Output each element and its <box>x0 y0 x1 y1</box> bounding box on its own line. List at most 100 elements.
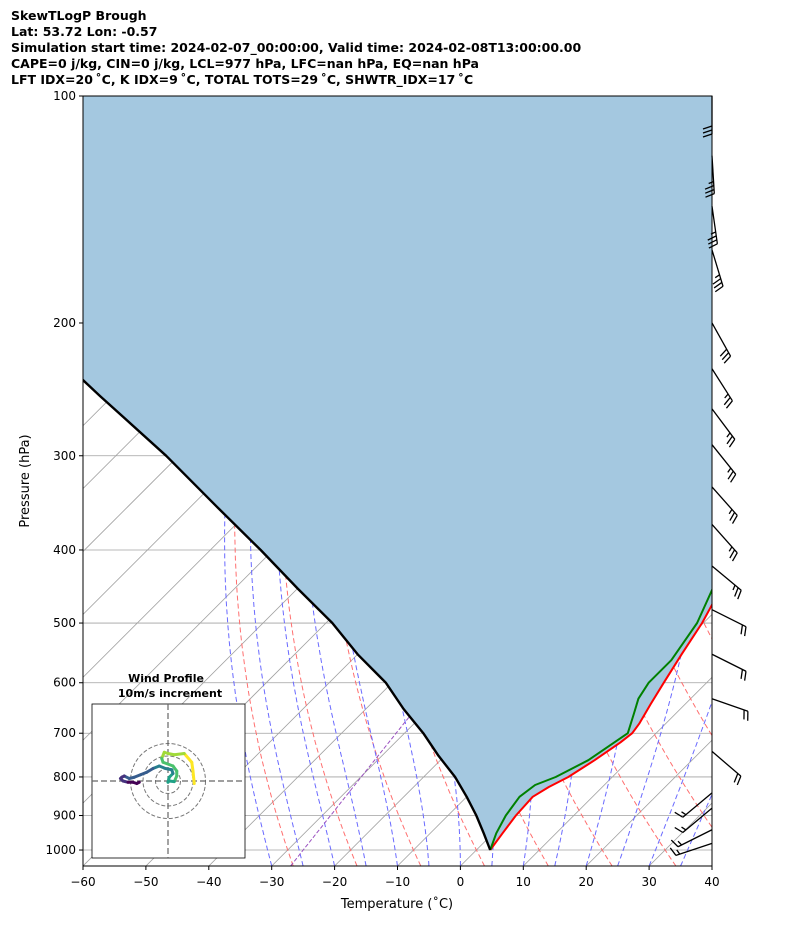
index-line: LFT IDX=20 ˚C, K IDX=9 ˚C, TOTAL TOTS=29… <box>11 72 474 87</box>
barb-feather <box>702 129 713 134</box>
location-line: Lat: 53.72 Lon: -0.57 <box>11 24 158 39</box>
x-tick-label: −30 <box>259 875 284 889</box>
barb-staff <box>682 792 713 818</box>
barb-feather <box>728 438 736 448</box>
moist-adiabat <box>648 700 712 866</box>
wind-barb <box>711 653 747 681</box>
wind-barb <box>711 698 749 721</box>
wind-barb <box>711 750 742 786</box>
barb-staff <box>675 842 713 857</box>
y-tick-label: 800 <box>53 770 76 784</box>
barb-staff <box>711 565 742 591</box>
dry-adiabat <box>280 96 358 866</box>
barb-half-feather <box>676 849 681 855</box>
dry-adiabat <box>760 95 794 866</box>
barb-feather <box>725 400 733 409</box>
barb-staff <box>711 750 742 777</box>
isotherm-line <box>711 865 712 866</box>
barb-feather <box>730 473 737 483</box>
wind-barb <box>674 792 713 818</box>
barb-staff <box>711 444 737 475</box>
barb-half-feather <box>726 432 731 438</box>
barb-feather <box>712 278 722 285</box>
barb-feather <box>702 125 713 130</box>
x-tick-label: 30 <box>641 875 656 889</box>
barb-half-feather <box>728 509 733 515</box>
mixing-ratio-line <box>290 682 437 866</box>
x-axis-label: Temperature (˚C) <box>340 896 453 912</box>
wind-barb <box>711 565 742 600</box>
barb-half-feather <box>681 826 687 831</box>
barb-feather <box>740 669 744 679</box>
wind-barb <box>669 842 713 857</box>
barb-staff <box>711 408 736 440</box>
moist-adiabat <box>680 793 712 866</box>
barb-feather <box>719 348 728 357</box>
barb-feather <box>674 826 684 834</box>
barb-feather <box>731 552 738 562</box>
barb-staff <box>711 206 719 244</box>
barb-feather <box>734 587 739 597</box>
barb-staff <box>711 653 747 672</box>
barb-half-feather <box>708 181 714 185</box>
barb-feather <box>744 671 747 681</box>
barb-feather <box>723 355 732 364</box>
y-tick-label: 200 <box>53 316 76 330</box>
data-lines <box>83 96 712 851</box>
barb-feather <box>702 133 713 138</box>
y-tick-label: 700 <box>53 726 76 740</box>
barb-half-feather <box>727 467 732 473</box>
barb-staff <box>711 249 724 287</box>
barb-half-feather <box>677 840 683 846</box>
y-tick-label: 300 <box>53 449 76 463</box>
barb-feather <box>731 515 738 524</box>
barb-feather <box>713 281 723 289</box>
cin-shading <box>83 96 712 850</box>
barb-feather <box>670 839 679 848</box>
wind-barb <box>674 807 713 834</box>
x-tick-label: −10 <box>385 875 410 889</box>
hodograph-segment <box>135 780 141 785</box>
hodograph-segment <box>161 760 175 768</box>
y-axis-label: Pressure (hPa) <box>18 434 33 527</box>
temperature-line <box>489 602 712 851</box>
hodograph-segment <box>182 752 194 764</box>
wind-barb <box>711 609 747 637</box>
barb-feather <box>708 239 718 245</box>
barb-feather <box>705 189 715 194</box>
barb-half-feather <box>714 274 720 279</box>
y-tick-label: 900 <box>53 809 76 823</box>
wind-barb <box>711 408 736 448</box>
wind-barb <box>711 368 733 409</box>
barb-feather <box>740 624 744 635</box>
barb-staff <box>711 698 749 712</box>
wind-barb <box>711 249 724 293</box>
barb-feather <box>737 590 742 600</box>
cape-line: CAPE=0 j/kg, CIN=0 j/kg, LCL=977 hPa, LF… <box>11 56 479 71</box>
x-tick-label: −50 <box>133 875 158 889</box>
barb-half-feather <box>724 393 729 399</box>
barb-staff <box>711 609 747 628</box>
barb-staff <box>711 368 733 402</box>
barb-feather <box>729 512 736 521</box>
x-tick-label: −40 <box>196 875 221 889</box>
chart-header: SkewTLogP Brough Lat: 53.72 Lon: -0.57 S… <box>11 8 791 88</box>
barb-feather <box>726 435 733 445</box>
x-tick-label: 0 <box>457 875 465 889</box>
axes: −60 −50 −40 −30 −20 −10 0 10 20 30 40 1000 900 800 700… <box>45 89 719 889</box>
barb-feather <box>708 243 718 249</box>
barb-half-feather <box>681 811 687 816</box>
x-tick-label: 40 <box>704 875 719 889</box>
wind-barb <box>711 486 738 524</box>
barb-feather <box>669 847 677 856</box>
hodograph-segment <box>172 752 186 757</box>
title-station: SkewTLogP Brough <box>11 8 147 23</box>
y-tick-label: 500 <box>53 616 76 630</box>
barb-staff <box>711 322 732 357</box>
wind-barb <box>670 829 713 848</box>
barb-feather <box>721 352 730 361</box>
wind-barb <box>711 524 738 562</box>
barb-staff <box>711 486 738 516</box>
barb-staff <box>677 829 713 848</box>
